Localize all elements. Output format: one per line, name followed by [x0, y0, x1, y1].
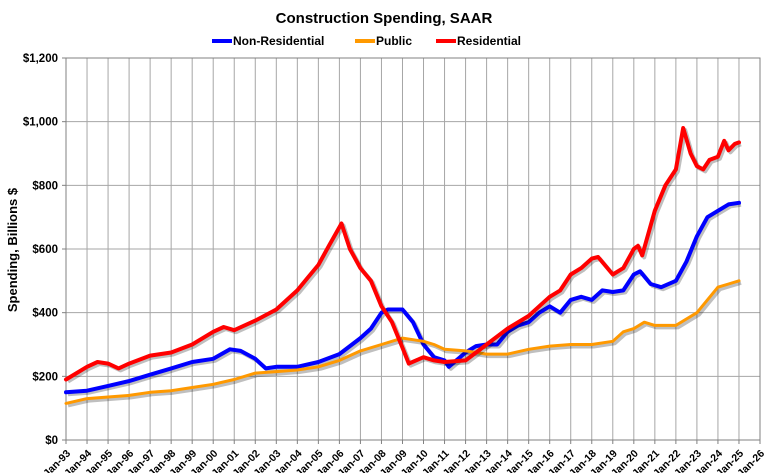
series-shadow — [67, 202, 742, 397]
series-shadow — [67, 280, 742, 408]
legend-label: Residential — [457, 34, 521, 48]
series-shadow — [66, 128, 742, 384]
y-axis-label: Spending, Billions $ — [5, 187, 20, 312]
series-group — [64, 126, 742, 408]
legend-label: Public — [376, 34, 412, 48]
plot-border — [65, 57, 761, 441]
y-tick-label: $800 — [32, 180, 58, 192]
y-tick-label: $1,200 — [23, 53, 58, 65]
series-line-residential — [64, 126, 741, 382]
y-tick-label: $600 — [32, 244, 58, 256]
y-tick-label: $1,000 — [23, 117, 58, 129]
axes: Jan-93Jan-94Jan-95Jan-96Jan-97Jan-98Jan-… — [23, 53, 767, 473]
legend: Non-Residential Public Residential — [212, 34, 521, 48]
series-line-non-residential — [64, 200, 741, 395]
y-tick-label: $400 — [32, 308, 58, 320]
y-tick-label: $200 — [32, 371, 58, 383]
grid — [65, 57, 761, 441]
chart-title: Construction Spending, SAAR — [276, 10, 493, 27]
y-tick-label: $0 — [45, 435, 58, 447]
legend-label: Non-Residential — [233, 34, 324, 48]
series-line-public — [64, 279, 741, 405]
